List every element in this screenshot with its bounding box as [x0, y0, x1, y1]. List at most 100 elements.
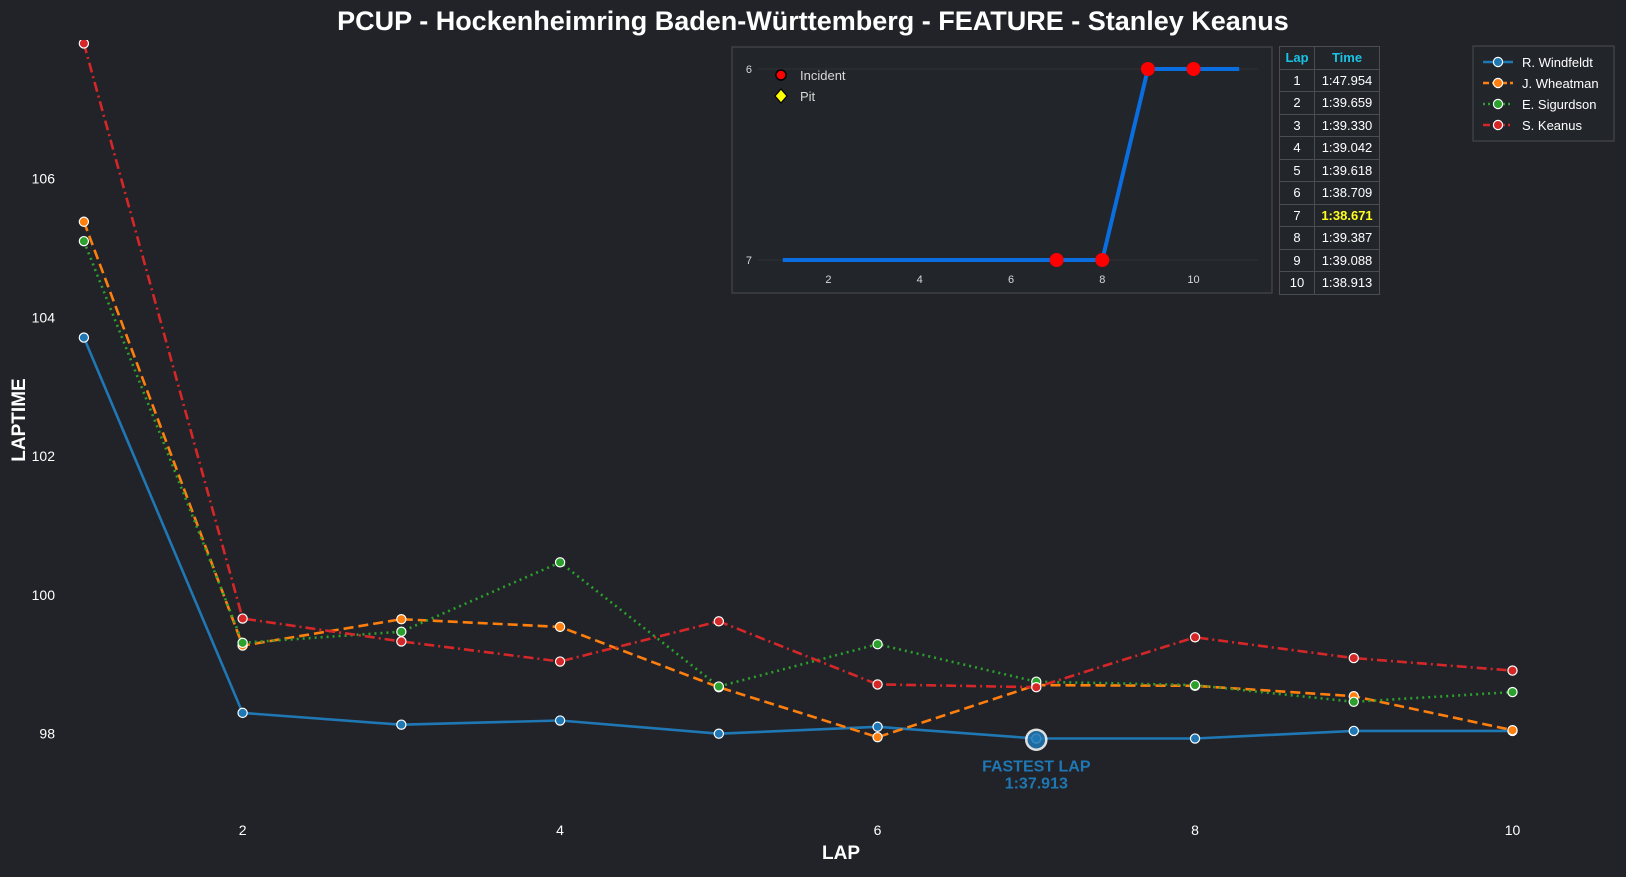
x-axis-label: LAP	[822, 843, 860, 864]
time-cell: 1:38.913	[1314, 271, 1380, 295]
data-point-j-wheatman	[554, 621, 566, 633]
data-point-s-keanus	[78, 40, 90, 49]
data-point-e-sigurdson	[554, 557, 566, 568]
incident-legend-label: Incident	[800, 68, 846, 83]
data-point-s-keanus	[396, 636, 407, 647]
data-point-e-sigurdson	[872, 639, 883, 650]
lap-cell: 2	[1279, 91, 1315, 115]
data-point-s-keanus	[1507, 665, 1518, 676]
data-point-j-wheatman	[872, 731, 883, 743]
data-point-j-wheatman	[1507, 725, 1518, 736]
inset-y-tick-label: 6	[746, 64, 752, 76]
lap-table: Lap Time 1 1:47.954 2 1:39.659 3 1:39.330 4…	[1279, 46, 1380, 295]
table-row: 5 1:39.618	[1279, 158, 1380, 182]
lap-table-header-lap: Lap	[1279, 46, 1315, 70]
lap-cell: 5	[1279, 158, 1315, 182]
legend-marker	[1492, 98, 1504, 110]
legend-label: S. Keanus	[1522, 118, 1582, 133]
data-point-r-windfeldt	[554, 715, 566, 726]
lap-cell: 9	[1279, 248, 1315, 272]
data-point-s-keanus	[1348, 652, 1359, 664]
time-cell: 1:38.709	[1314, 181, 1380, 205]
table-row: 1 1:47.954	[1279, 68, 1380, 92]
data-point-s-keanus	[237, 613, 248, 624]
y-tick-label: 100	[32, 587, 56, 603]
table-row: 8 1:39.387	[1279, 226, 1380, 250]
series-line-r-windfeldt	[82, 337, 1513, 740]
data-point-s-keanus	[554, 656, 566, 667]
data-point-s-keanus	[1189, 632, 1201, 643]
x-tick-label: 8	[1191, 822, 1199, 838]
inset-x-tick-label: 8	[1099, 274, 1105, 286]
inset-x-tick-label: 10	[1187, 274, 1199, 286]
data-point-r-windfeldt	[872, 721, 883, 732]
lap-cell: 3	[1279, 113, 1315, 137]
legend-label: E. Sigurdson	[1522, 97, 1596, 112]
table-row: 10 1:38.913	[1279, 271, 1380, 295]
table-row: 2 1:39.659	[1279, 91, 1380, 115]
table-row: 6 1:38.709	[1279, 181, 1380, 205]
legend-marker	[1492, 119, 1504, 131]
legend-label: J. Wheatman	[1522, 76, 1599, 91]
time-cell: 1:39.042	[1314, 136, 1380, 160]
data-point-j-wheatman	[396, 614, 407, 625]
data-point-j-wheatman	[78, 216, 90, 227]
fastest-lap-marker	[1025, 728, 1048, 751]
incident-marker	[1186, 62, 1201, 76]
lap-cell: 6	[1279, 181, 1315, 205]
time-cell: 1:47.954	[1314, 68, 1380, 92]
inset-x-tick-label: 4	[917, 274, 923, 286]
y-tick-label: 106	[32, 171, 56, 187]
inset-y-tick-label: 7	[746, 255, 752, 267]
lap-cell: 8	[1279, 226, 1315, 250]
y-tick-label: 98	[39, 726, 55, 742]
position-line	[782, 67, 1240, 262]
table-row: 9 1:39.088	[1279, 248, 1380, 272]
inset-x-tick-label: 6	[1008, 274, 1014, 286]
incident-legend-icon	[775, 69, 787, 81]
data-point-e-sigurdson	[237, 637, 248, 649]
lap-cell: 1	[1279, 68, 1315, 92]
data-point-r-windfeldt	[713, 728, 725, 739]
x-tick-label: 4	[556, 822, 564, 838]
incident-marker	[1049, 253, 1064, 267]
time-cell: 1:39.659	[1314, 91, 1380, 115]
data-point-e-sigurdson	[78, 235, 90, 247]
chart-title: PCUP - Hockenheimring Baden-Württemberg …	[337, 6, 1289, 36]
incident-marker	[1140, 62, 1155, 76]
data-point-s-keanus	[713, 616, 725, 627]
data-point-r-windfeldt	[78, 332, 90, 343]
pit-legend-icon	[774, 88, 788, 104]
lap-cell: 4	[1279, 136, 1315, 160]
position-inset: 6 7 2 4 6 8 10 Incident Pit	[731, 46, 1273, 294]
lap-cell: 10	[1279, 271, 1315, 295]
x-tick-label: 6	[874, 822, 882, 838]
data-point-s-keanus	[872, 679, 883, 690]
time-cell: 1:39.088	[1314, 248, 1380, 272]
time-cell: 1:39.387	[1314, 226, 1380, 250]
data-point-r-windfeldt	[237, 707, 248, 719]
legend: R. Windfeldt J. Wheatman E. Sigurdson S. Ke…	[1472, 45, 1615, 142]
table-row: 3 1:39.330	[1279, 113, 1380, 137]
data-point-e-sigurdson	[713, 681, 725, 692]
time-cell: 1:39.330	[1314, 113, 1380, 137]
legend-marker	[1492, 77, 1504, 89]
series-line-e-sigurdson	[82, 240, 1513, 704]
data-point-r-windfeldt	[1348, 725, 1359, 737]
fastest-lap-label: FASTEST LAP	[982, 759, 1091, 776]
pit-legend-label: Pit	[800, 89, 816, 104]
fastest-lap-time: 1:37.913	[1005, 776, 1068, 793]
x-tick-label: 10	[1505, 822, 1521, 838]
time-cell: 1:39.618	[1314, 158, 1380, 182]
data-point-e-sigurdson	[1348, 696, 1359, 707]
data-point-e-sigurdson	[1507, 686, 1518, 698]
data-point-e-sigurdson	[1189, 679, 1201, 691]
series-lines	[78, 40, 1518, 744]
data-point-r-windfeldt	[396, 719, 407, 730]
y-tick-label: 104	[32, 309, 56, 325]
data-point-s-keanus	[1031, 682, 1042, 693]
data-point-r-windfeldt	[1189, 733, 1201, 744]
